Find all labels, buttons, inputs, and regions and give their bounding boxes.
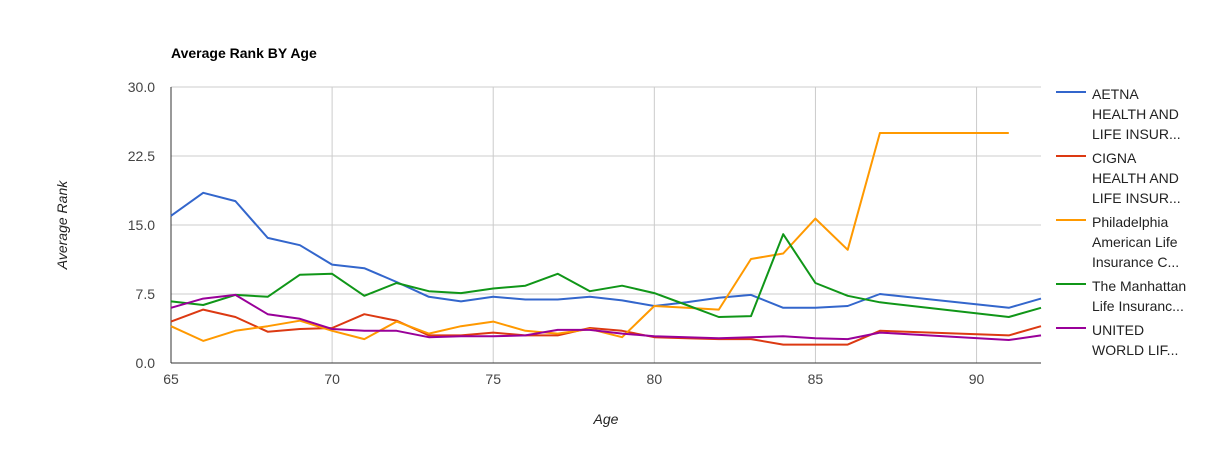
grid-lines: [171, 86, 1041, 363]
tick-labels: 0.0 7.5 15.0 22.5 30.0 65 70 75 80 85 90: [128, 79, 985, 387]
legend-label-line: American Life: [1092, 234, 1178, 250]
y-tick-label: 15.0: [128, 217, 155, 233]
legend-label: UNITED WORLD LIF...: [1092, 320, 1202, 360]
x-tick-label: 90: [969, 371, 985, 387]
series-lines: [170, 132, 1042, 346]
x-tick-label: 85: [808, 371, 824, 387]
y-axis-title: Average Rank: [54, 180, 70, 270]
legend-label-line: HEALTH AND: [1092, 106, 1179, 122]
y-tick-label: 22.5: [128, 148, 155, 164]
x-tick-label: 80: [647, 371, 663, 387]
y-tick-label: 0.0: [136, 355, 156, 371]
legend-swatch: [1056, 155, 1086, 157]
legend-swatch: [1056, 91, 1086, 93]
legend-label-line: Insurance C...: [1092, 254, 1180, 270]
legend-swatch: [1056, 219, 1086, 221]
legend-label: Philadelphia American Life Insurance C...: [1092, 212, 1202, 272]
legend-label-line: UNITED: [1092, 322, 1145, 338]
axis-lines: [170, 87, 1041, 364]
x-tick-label: 65: [163, 371, 179, 387]
series-line-3: [170, 132, 1009, 342]
legend-label-line: CIGNA: [1092, 150, 1137, 166]
series-line-2: [170, 308, 1042, 346]
chart-title: Average Rank BY Age: [171, 45, 317, 61]
legend-label: AETNA HEALTH AND LIFE INSUR...: [1092, 84, 1202, 144]
x-tick-label: 70: [324, 371, 340, 387]
legend-label-line: LIFE INSUR...: [1092, 190, 1181, 206]
legend-label-line: Philadelphia: [1092, 214, 1169, 230]
x-axis-title: Age: [593, 411, 619, 427]
x-tick-label: 75: [485, 371, 501, 387]
legend-label-line: LIFE INSUR...: [1092, 126, 1181, 142]
series-line-4: [170, 233, 1042, 318]
legend-label-line: HEALTH AND: [1092, 170, 1179, 186]
legend-label-line: The Manhattan: [1092, 278, 1187, 294]
legend-label: The Manhattan Life Insuranc...: [1092, 276, 1202, 316]
legend-label-line: Life Insuranc...: [1092, 298, 1184, 314]
series-line-5: [170, 293, 1042, 341]
y-tick-label: 7.5: [136, 286, 156, 302]
series-line-1: [170, 191, 1042, 309]
legend-label-line: AETNA: [1092, 86, 1139, 102]
legend-label-line: WORLD LIF...: [1092, 342, 1179, 358]
legend-swatch: [1056, 283, 1086, 285]
y-tick-label: 30.0: [128, 79, 155, 95]
legend-label: CIGNA HEALTH AND LIFE INSUR...: [1092, 148, 1202, 208]
legend-swatch: [1056, 327, 1086, 329]
